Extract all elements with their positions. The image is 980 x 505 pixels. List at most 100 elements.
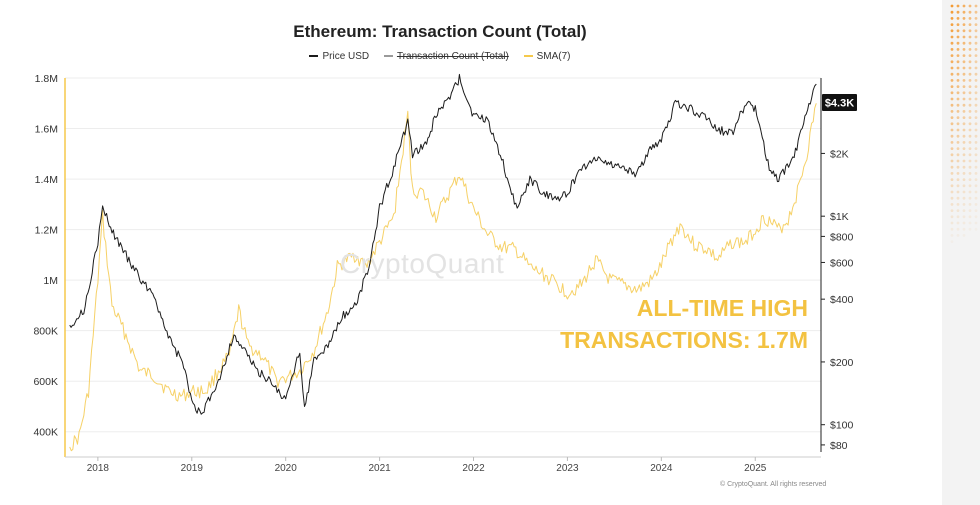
pattern-dot <box>962 72 966 76</box>
pattern-dot <box>968 215 972 219</box>
pattern-dot <box>968 122 972 126</box>
pattern-dot <box>974 29 978 33</box>
pattern-dot <box>974 10 978 14</box>
pattern-dot <box>962 103 966 107</box>
pattern-dot <box>950 41 954 45</box>
pattern-dot <box>974 23 978 26</box>
pattern-dot <box>974 190 978 194</box>
y-right-tick-label: $400 <box>830 294 854 306</box>
y-left-tick-label: 400K <box>33 427 58 439</box>
pattern-dot <box>950 66 954 70</box>
pattern-dot <box>956 134 960 138</box>
pattern-dot <box>950 10 954 14</box>
pattern-dot <box>962 215 966 219</box>
pattern-dot <box>956 85 960 88</box>
pattern-dot <box>956 153 960 157</box>
pattern-dot <box>968 97 972 101</box>
pattern-dot <box>968 41 972 45</box>
side-panel <box>942 0 980 505</box>
pattern-dot <box>956 147 960 151</box>
pattern-dot <box>956 60 960 64</box>
pattern-dot <box>974 4 978 8</box>
pattern-dot <box>974 48 978 51</box>
pattern-dot <box>974 159 978 163</box>
pattern-dot <box>962 159 966 163</box>
y-left-tick-label: 1.2M <box>35 225 58 237</box>
pattern-dot <box>956 159 960 163</box>
pattern-dot <box>968 54 972 57</box>
pattern-dot <box>950 178 954 182</box>
pattern-dot <box>956 165 960 169</box>
pattern-dot <box>962 209 966 213</box>
pattern-dot <box>956 103 960 107</box>
pattern-dot <box>956 29 960 33</box>
pattern-dot <box>956 141 960 144</box>
pattern-dot <box>962 116 966 119</box>
y-left-tick-label: 600K <box>33 376 58 388</box>
pattern-dot <box>968 172 972 175</box>
pattern-dot <box>956 196 960 200</box>
pattern-dot <box>950 209 954 213</box>
pattern-dot <box>950 85 954 88</box>
pattern-dot <box>956 72 960 76</box>
x-tick-label: 2023 <box>556 463 579 474</box>
y-left-tick-label: 800K <box>33 326 58 338</box>
ath-annotation: ALL-TIME HIGH TRANSACTIONS: 1.7M <box>540 292 808 356</box>
pattern-dot <box>950 103 954 107</box>
pattern-dot <box>956 10 960 14</box>
pattern-dot <box>962 134 966 138</box>
grid-lines <box>65 77 821 433</box>
pattern-dot <box>950 23 954 26</box>
pattern-dot <box>950 48 954 51</box>
chart-legend: Price USD Transaction Count (Total) SMA(… <box>0 51 880 62</box>
legend-item-sma[interactable]: SMA(7) <box>523 51 571 62</box>
pattern-dot <box>974 153 978 157</box>
pattern-dot <box>968 72 972 76</box>
pattern-dot <box>962 85 966 88</box>
pattern-dot <box>974 128 978 132</box>
x-tick-label: 2020 <box>275 463 298 474</box>
y-right-tick-label: $600 <box>830 257 854 269</box>
legend-item-transaction-count[interactable]: Transaction Count (Total) <box>383 51 509 62</box>
pattern-dot <box>956 234 960 237</box>
pattern-dot <box>968 10 972 14</box>
pattern-dot <box>950 153 954 157</box>
pattern-dot <box>956 116 960 119</box>
x-tick-label: 2024 <box>650 463 673 474</box>
pattern-dot <box>974 60 978 64</box>
pattern-dot <box>962 128 966 132</box>
pattern-dot <box>950 190 954 194</box>
pattern-dot <box>950 221 954 225</box>
pattern-dot <box>956 190 960 194</box>
pattern-dot <box>950 97 954 101</box>
legend-item-price[interactable]: Price USD <box>309 51 369 62</box>
pattern-dot <box>950 4 954 8</box>
legend-label-sma: SMA(7) <box>536 51 571 62</box>
price-badge: $4.3K <box>822 94 857 111</box>
pattern-dot <box>950 116 954 119</box>
pattern-dot <box>950 203 954 206</box>
pattern-dot <box>974 91 978 95</box>
plot-area: 1.8M 1.6M 1.4M 1.2M 1M 800K 600K 400K $2K $1K $800… <box>33 73 857 474</box>
pattern-dot <box>962 23 966 26</box>
pattern-dot <box>968 110 972 113</box>
pattern-dot <box>950 128 954 132</box>
pattern-dot <box>956 41 960 45</box>
y-left-tick-label: 1.4M <box>35 174 58 186</box>
series-layer <box>69 73 817 452</box>
pattern-dot <box>950 60 954 64</box>
pattern-dot <box>962 147 966 151</box>
pattern-dot <box>956 48 960 51</box>
pattern-dot <box>968 227 972 231</box>
pattern-dot <box>968 4 972 8</box>
pattern-dot <box>962 10 966 14</box>
pattern-dot <box>968 48 972 51</box>
pattern-dot <box>950 184 954 188</box>
x-tick-label: 2019 <box>181 463 204 474</box>
pattern-dot <box>956 221 960 225</box>
pattern-dot <box>950 165 954 169</box>
pattern-dot <box>974 97 978 101</box>
pattern-dot <box>974 147 978 151</box>
pattern-dot <box>962 165 966 169</box>
pattern-dot <box>956 110 960 113</box>
